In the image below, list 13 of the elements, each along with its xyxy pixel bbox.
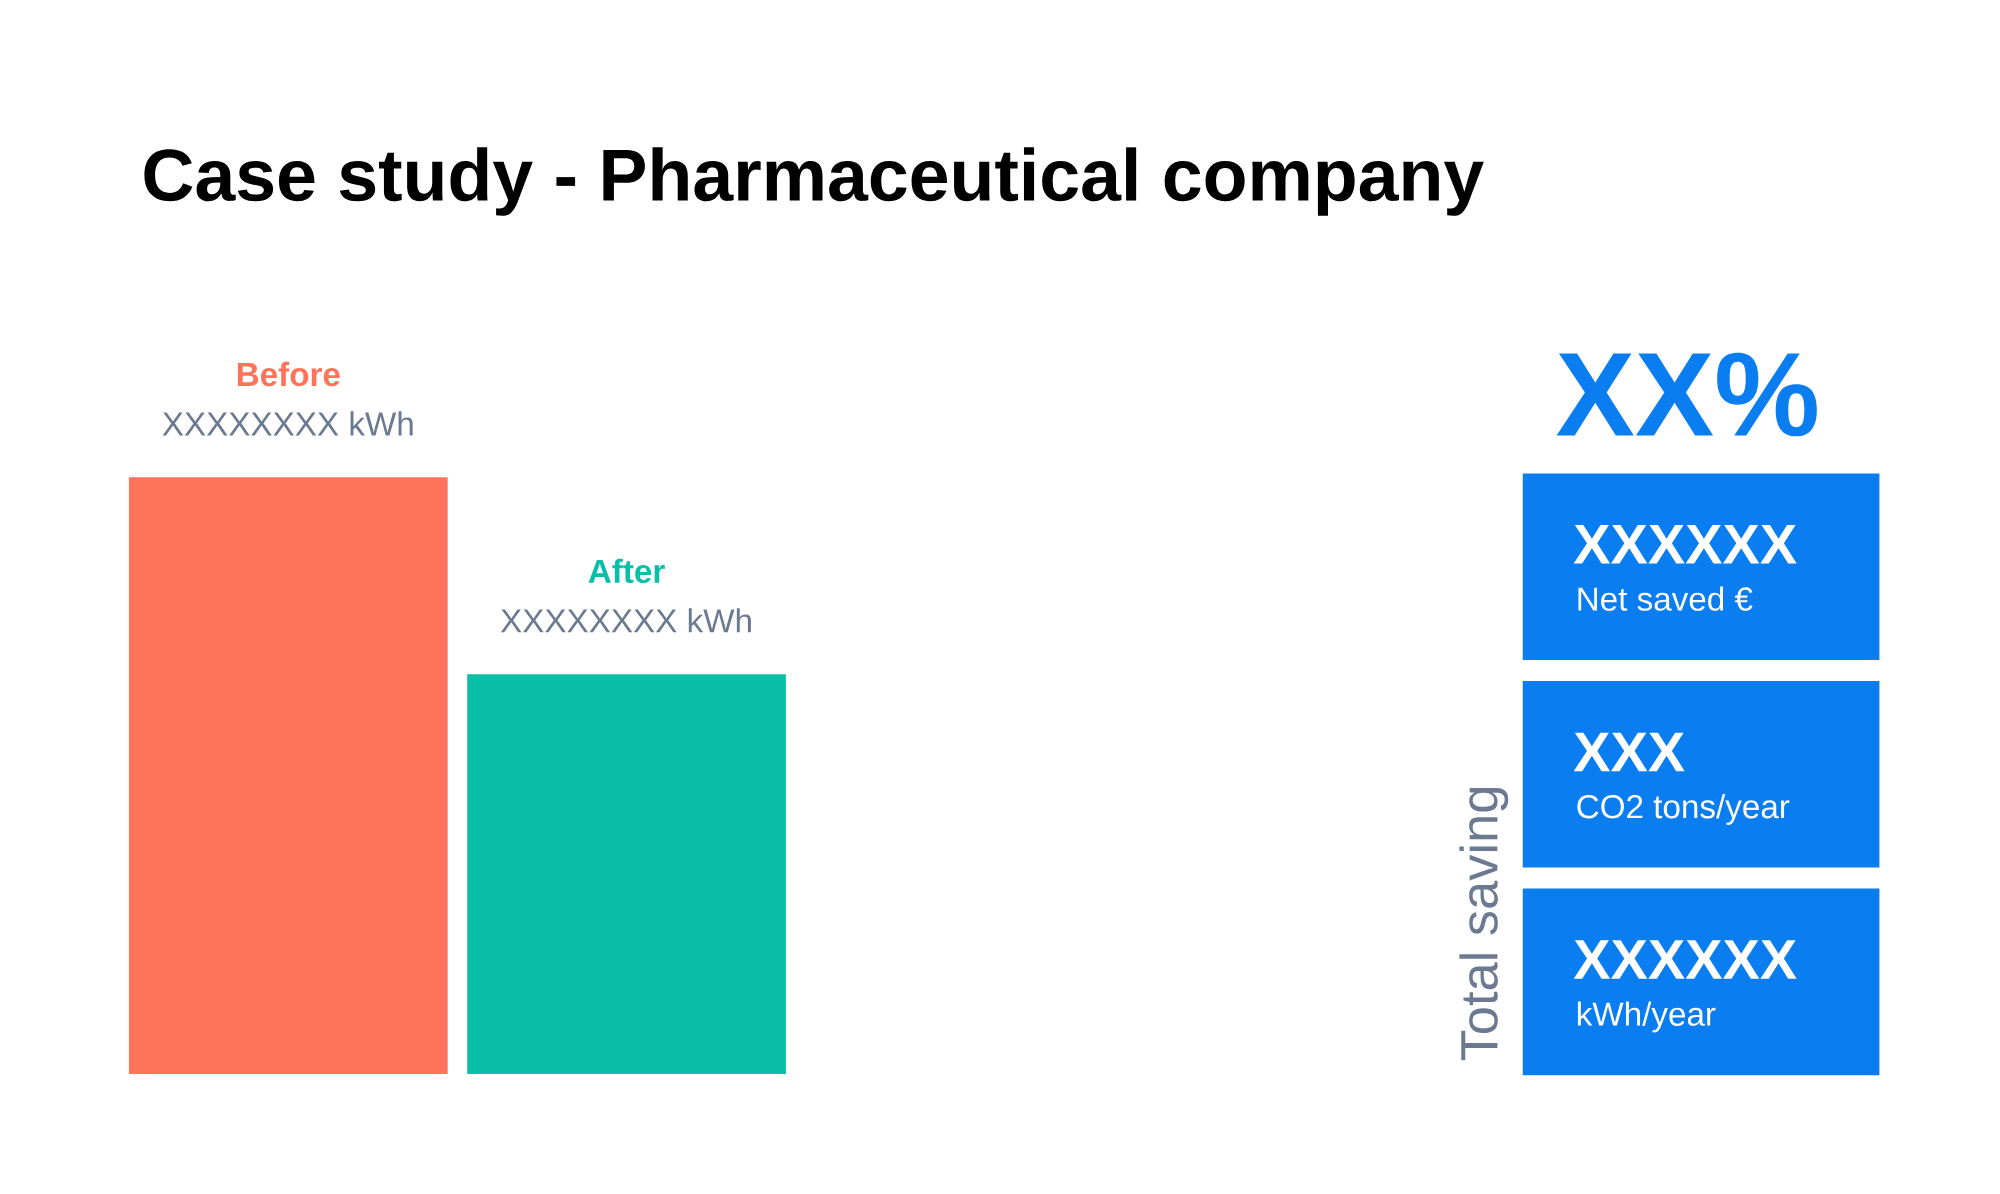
text: Before bbox=[237, 361, 340, 387]
text: Net saved € bbox=[1578, 586, 1753, 611]
text: XXX bbox=[1573, 732, 1685, 772]
annotation: XXXXXXXX kWh bbox=[500, 608, 751, 633]
annotation: After bbox=[588, 558, 665, 584]
text: XXXXXXXX kWh bbox=[162, 411, 413, 436]
text: Total saving bbox=[1459, 787, 1509, 1061]
text: kWh/year bbox=[1577, 1001, 1716, 1033]
text: XXXXXX bbox=[1573, 524, 1797, 564]
chart-title: Case study - Pharmaceutical company bbox=[144, 147, 1484, 216]
text: CO2 tons/year bbox=[1577, 793, 1790, 825]
text: XXXXXX bbox=[1573, 940, 1797, 979]
text: XX% bbox=[1556, 352, 1817, 437]
